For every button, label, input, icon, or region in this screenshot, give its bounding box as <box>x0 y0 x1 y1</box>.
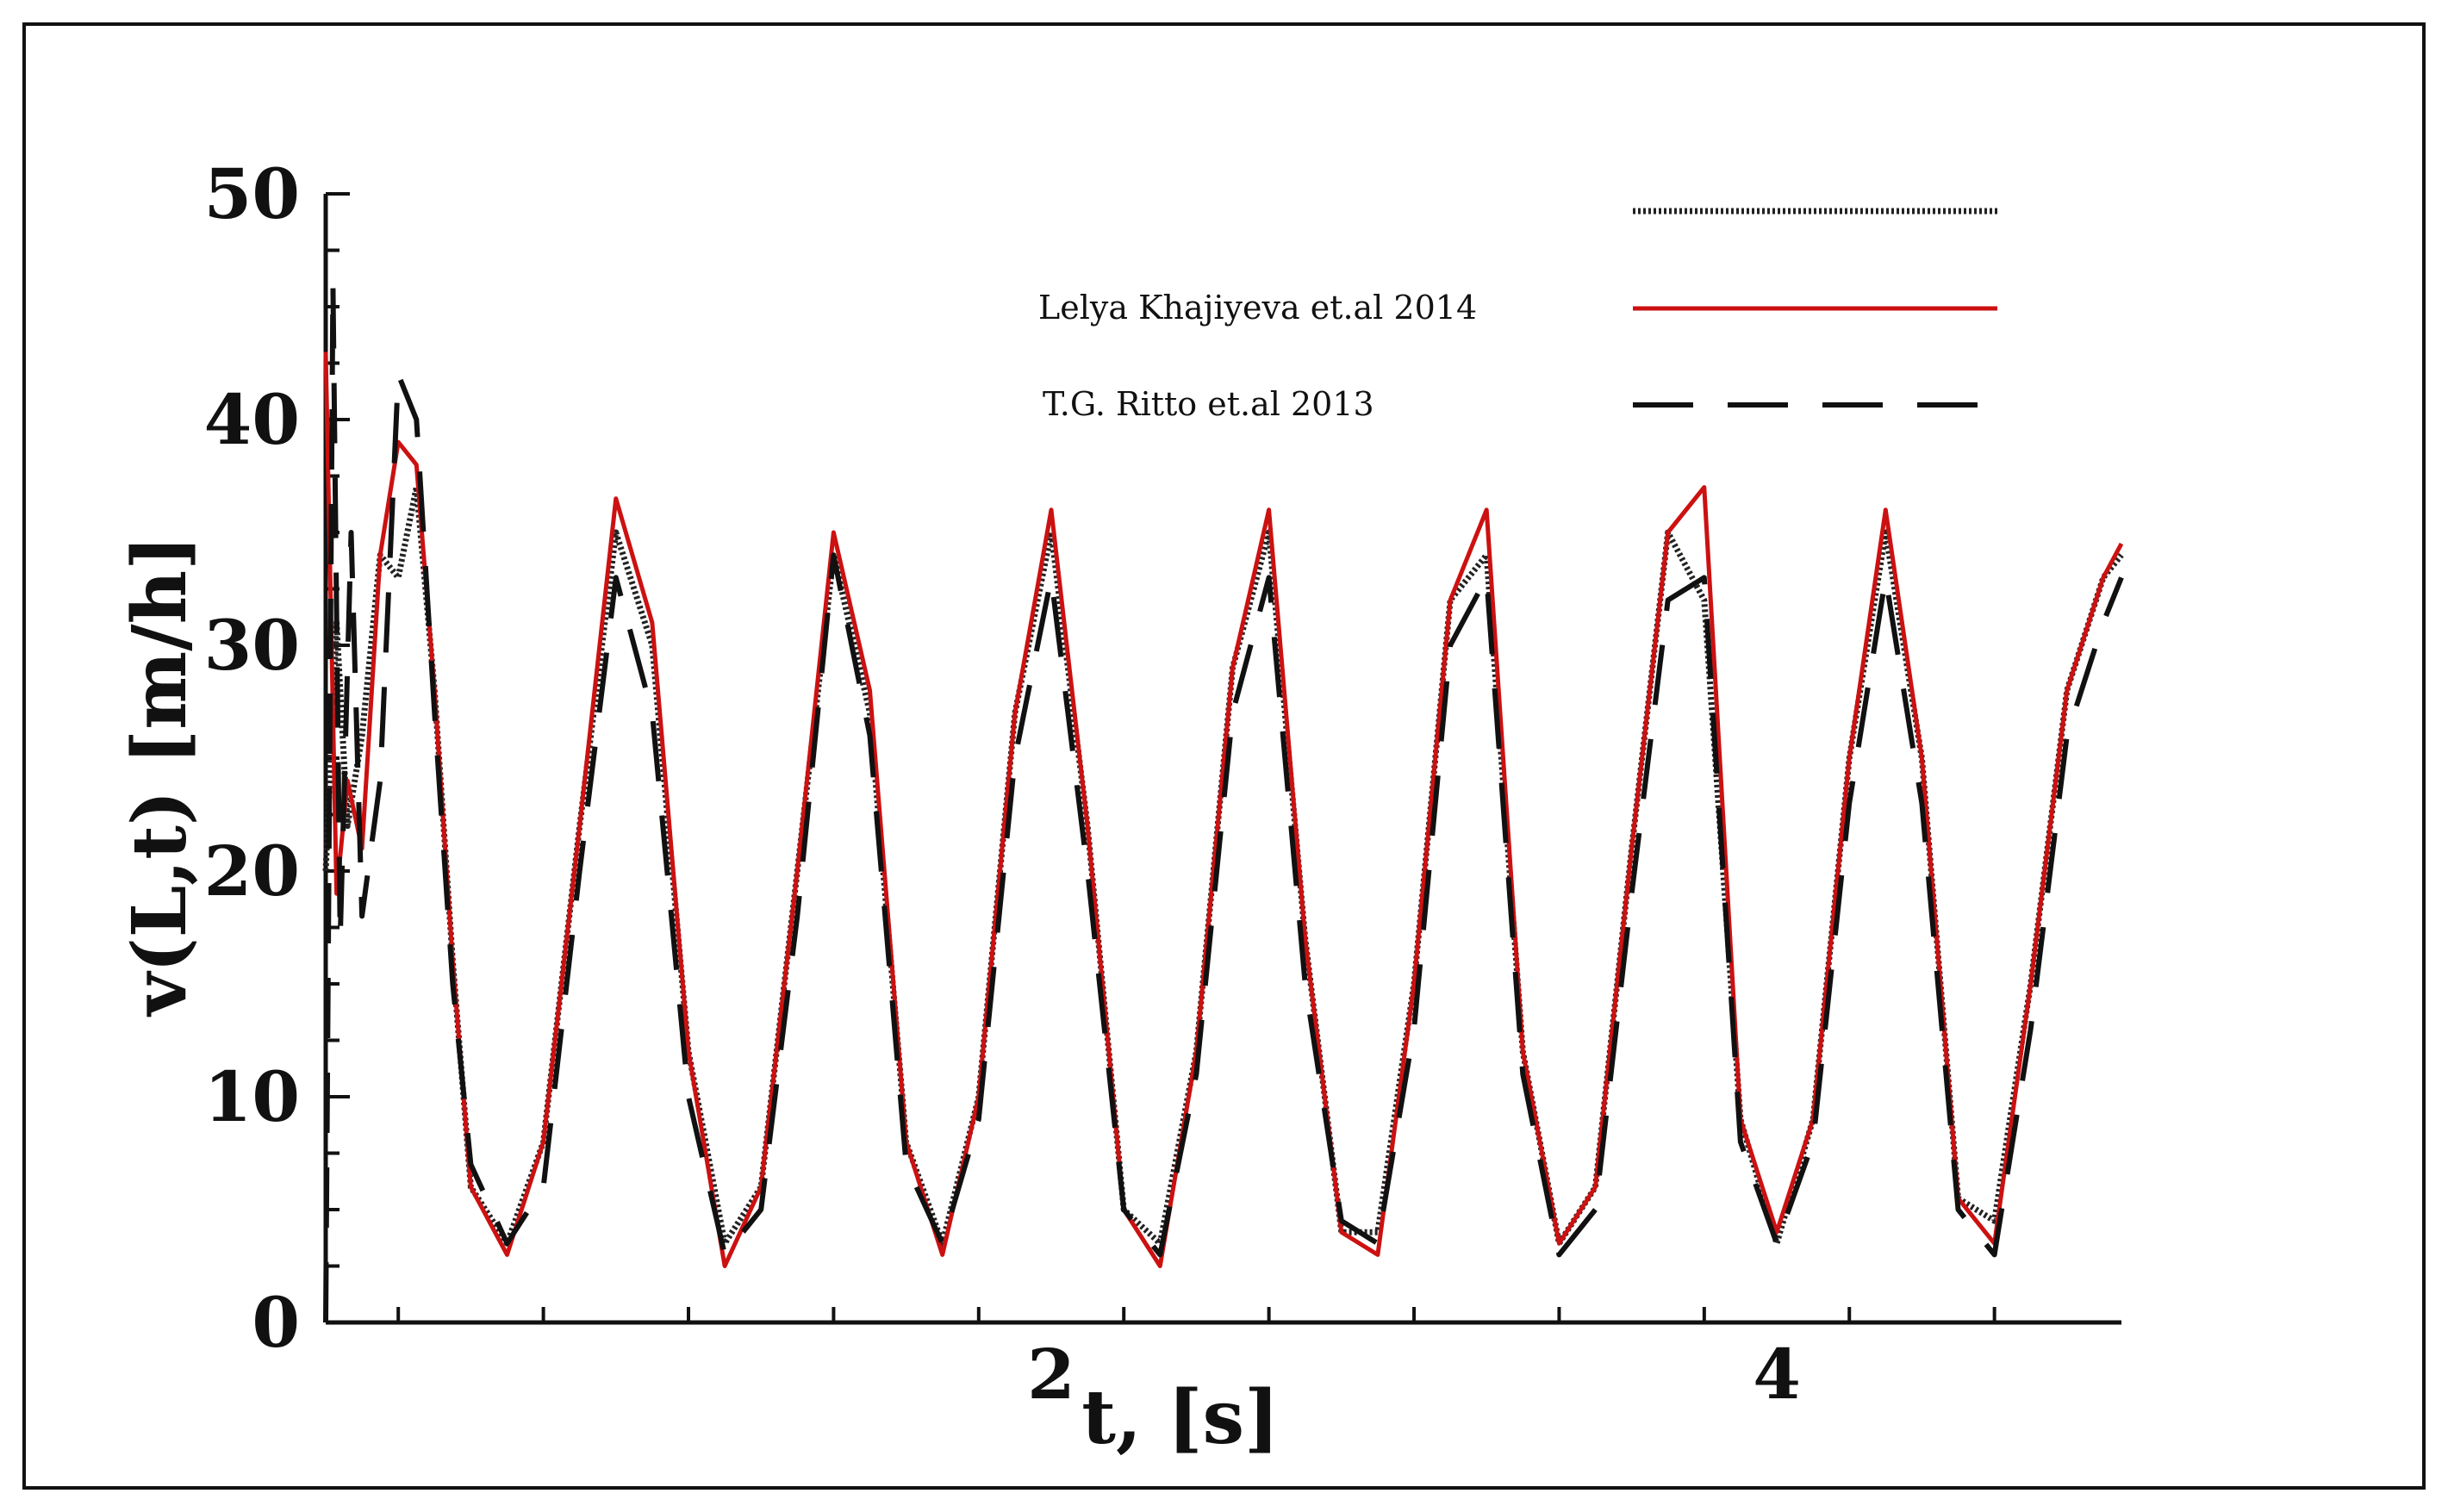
series-line-3 <box>323 281 2124 1323</box>
y-tick-label: 0 <box>252 1282 300 1363</box>
legend-label-2: Lelya Khajiyeva et.al 2014 <box>1038 289 1477 327</box>
legend: Lelya Khajiyeva et.al 2014 T.G. Ritto et.… <box>1038 208 1997 423</box>
series-line-2 <box>323 352 2124 1268</box>
x-axis-title: t, [s] <box>1081 1374 1279 1461</box>
axis-ticks: 0 10 20 30 40 50 2 4 <box>204 153 1996 1415</box>
x-tick-label: 4 <box>1753 1334 1801 1415</box>
legend-label-3: T.G. Ritto et.al 2013 <box>1043 385 1374 423</box>
series-group <box>322 281 2124 1323</box>
y-tick-label: 20 <box>204 831 300 912</box>
x-tick-label: 2 <box>1027 1334 1075 1415</box>
y-tick-label: 30 <box>204 605 300 686</box>
y-tick-label: 10 <box>204 1056 300 1137</box>
series-line-1 <box>322 484 2124 1247</box>
figure-frame <box>22 22 2426 1490</box>
y-axis-title: v(L,t) [m/h] <box>116 535 203 1017</box>
y-tick-label: 40 <box>204 379 300 460</box>
y-tick-label: 50 <box>204 153 300 234</box>
